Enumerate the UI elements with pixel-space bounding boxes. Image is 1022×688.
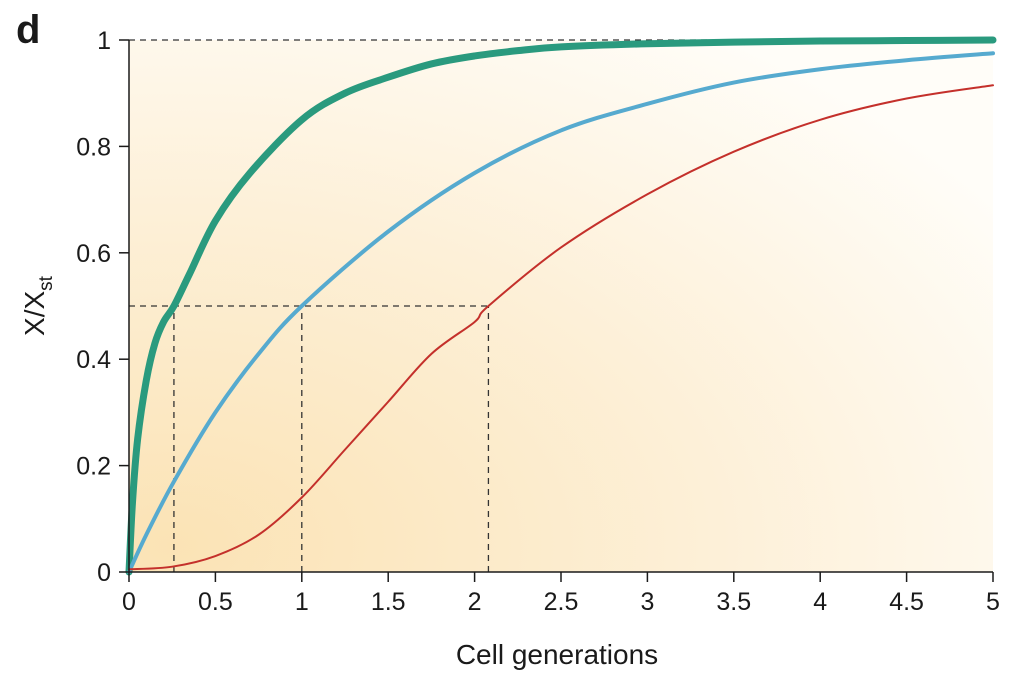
y-tick-label: 0.8 — [76, 133, 111, 161]
y-axis-title: X/Xst — [19, 275, 57, 336]
x-tick-label: 0.5 — [198, 588, 233, 616]
x-tick-label: 3 — [640, 588, 654, 616]
series-line-2 — [128, 84, 994, 571]
x-tick-label: 4.5 — [889, 588, 924, 616]
x-tick-label: 1.5 — [371, 588, 406, 616]
x-axis-title: Cell generations — [456, 639, 658, 670]
x-tick-label: 0 — [122, 588, 136, 616]
series-line-0 — [125, 36, 997, 576]
x-tick-label: 1 — [295, 588, 309, 616]
y-tick-label: 0 — [97, 559, 111, 587]
series-lines — [125, 36, 997, 576]
x-tick-label: 2.5 — [544, 588, 579, 616]
y-axis-title-main: X/X — [19, 291, 50, 336]
x-tick-label: 3.5 — [716, 588, 751, 616]
y-tick-label: 0.4 — [76, 346, 111, 374]
y-tick-label: 0.2 — [76, 453, 111, 481]
y-axis-title-subscript: st — [36, 275, 57, 291]
x-tick-label: 4 — [813, 588, 827, 616]
y-ticks: 0 0.2 0.4 0.6 0.8 1 — [76, 27, 129, 587]
y-tick-label: 0.6 — [76, 240, 111, 268]
plot-background — [129, 40, 993, 572]
x-ticks: 0 0.5 1 1.5 2 2.5 3 3.5 4 4.5 5 — [122, 572, 1000, 616]
x-tick-label: 2 — [468, 588, 482, 616]
series-line-1 — [127, 51, 995, 574]
panel-label: d — [16, 8, 41, 52]
y-tick-label: 1 — [97, 27, 111, 55]
x-tick-label: 5 — [986, 588, 1000, 616]
